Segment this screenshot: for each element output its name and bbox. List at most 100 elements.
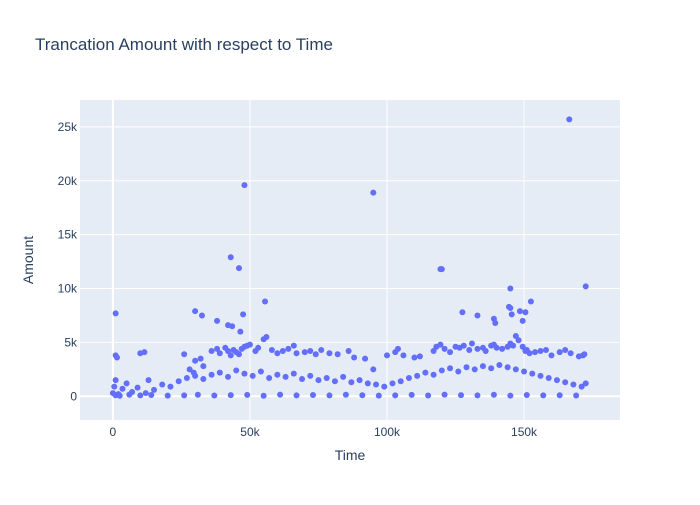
data-point bbox=[507, 304, 514, 311]
data-point bbox=[299, 376, 306, 383]
data-point bbox=[384, 352, 391, 359]
data-point bbox=[142, 390, 149, 397]
data-point bbox=[340, 373, 347, 380]
x-tick-label: 0 bbox=[110, 425, 117, 439]
data-point bbox=[458, 392, 465, 399]
data-point bbox=[159, 381, 166, 388]
y-axis-label: Amount bbox=[20, 236, 36, 284]
data-point bbox=[540, 392, 547, 399]
data-point bbox=[581, 351, 588, 358]
data-point bbox=[512, 366, 519, 373]
data-point bbox=[290, 370, 297, 377]
data-point bbox=[438, 367, 445, 374]
data-point bbox=[229, 323, 236, 330]
data-point bbox=[307, 348, 314, 355]
data-point bbox=[364, 380, 371, 387]
data-point bbox=[437, 266, 444, 273]
data-point bbox=[441, 345, 448, 352]
data-point bbox=[562, 346, 569, 353]
data-point bbox=[216, 369, 223, 376]
data-point bbox=[334, 351, 341, 358]
data-point bbox=[246, 341, 253, 348]
data-point bbox=[186, 366, 193, 373]
data-point bbox=[164, 392, 171, 399]
data-point bbox=[411, 354, 418, 361]
data-point bbox=[274, 350, 281, 357]
data-point bbox=[175, 378, 182, 385]
data-point bbox=[529, 370, 536, 377]
data-point bbox=[430, 348, 437, 355]
grid-lines bbox=[80, 100, 620, 420]
data-point bbox=[237, 328, 244, 335]
data-point bbox=[468, 340, 475, 347]
data-point bbox=[192, 357, 199, 364]
data-point bbox=[515, 337, 522, 344]
data-point bbox=[567, 350, 574, 357]
chart-title: Trancation Amount with respect to Time bbox=[35, 35, 333, 54]
data-point bbox=[474, 345, 481, 352]
data-point bbox=[437, 341, 444, 348]
data-point bbox=[537, 348, 544, 355]
data-point bbox=[455, 368, 462, 375]
data-point bbox=[466, 346, 473, 353]
data-point bbox=[216, 350, 223, 357]
data-point bbox=[507, 392, 514, 399]
data-point bbox=[510, 342, 517, 349]
data-point bbox=[145, 377, 152, 384]
data-point bbox=[482, 348, 489, 355]
data-point bbox=[414, 372, 421, 379]
data-point bbox=[141, 349, 148, 356]
data-point bbox=[268, 346, 275, 353]
data-point bbox=[523, 392, 530, 399]
data-point bbox=[274, 371, 281, 378]
data-point bbox=[323, 374, 330, 381]
data-point bbox=[532, 349, 539, 356]
data-point bbox=[255, 344, 262, 351]
data-point bbox=[282, 373, 289, 380]
y-tick-labels: 0 5k 10k 15k 20k 25k bbox=[58, 120, 78, 403]
data-point bbox=[227, 392, 234, 399]
y-tick-label: 10k bbox=[58, 282, 78, 296]
data-point bbox=[507, 285, 514, 292]
data-point bbox=[307, 372, 314, 379]
data-point bbox=[197, 355, 204, 362]
data-point bbox=[356, 377, 363, 384]
data-point bbox=[137, 392, 144, 399]
data-points bbox=[109, 116, 589, 399]
y-tick-label: 5k bbox=[64, 335, 78, 349]
data-point bbox=[474, 312, 481, 319]
data-point bbox=[190, 369, 197, 376]
data-point bbox=[126, 391, 133, 398]
data-point bbox=[359, 392, 366, 399]
data-point bbox=[582, 380, 589, 387]
data-point bbox=[397, 378, 404, 385]
data-point bbox=[241, 370, 248, 377]
data-point bbox=[134, 384, 141, 391]
data-point bbox=[244, 391, 251, 398]
data-point bbox=[516, 308, 523, 315]
data-point bbox=[493, 344, 500, 351]
data-point bbox=[293, 350, 300, 357]
data-point bbox=[479, 363, 486, 370]
data-point bbox=[312, 351, 319, 358]
data-point bbox=[519, 343, 526, 350]
data-point bbox=[227, 254, 234, 261]
data-point bbox=[389, 380, 396, 387]
data-point bbox=[235, 351, 242, 358]
data-point bbox=[488, 365, 495, 372]
data-point bbox=[548, 352, 555, 359]
data-point bbox=[111, 383, 118, 390]
data-point bbox=[375, 392, 382, 399]
data-point bbox=[227, 352, 234, 359]
y-tick-label: 20k bbox=[58, 174, 78, 188]
data-point bbox=[112, 310, 119, 317]
data-point bbox=[504, 364, 511, 371]
data-point bbox=[370, 366, 377, 373]
data-point bbox=[521, 368, 528, 375]
data-point bbox=[119, 385, 126, 392]
y-tick-label: 25k bbox=[58, 120, 78, 134]
data-point bbox=[194, 391, 201, 398]
data-point bbox=[553, 377, 560, 384]
data-point bbox=[257, 368, 264, 375]
